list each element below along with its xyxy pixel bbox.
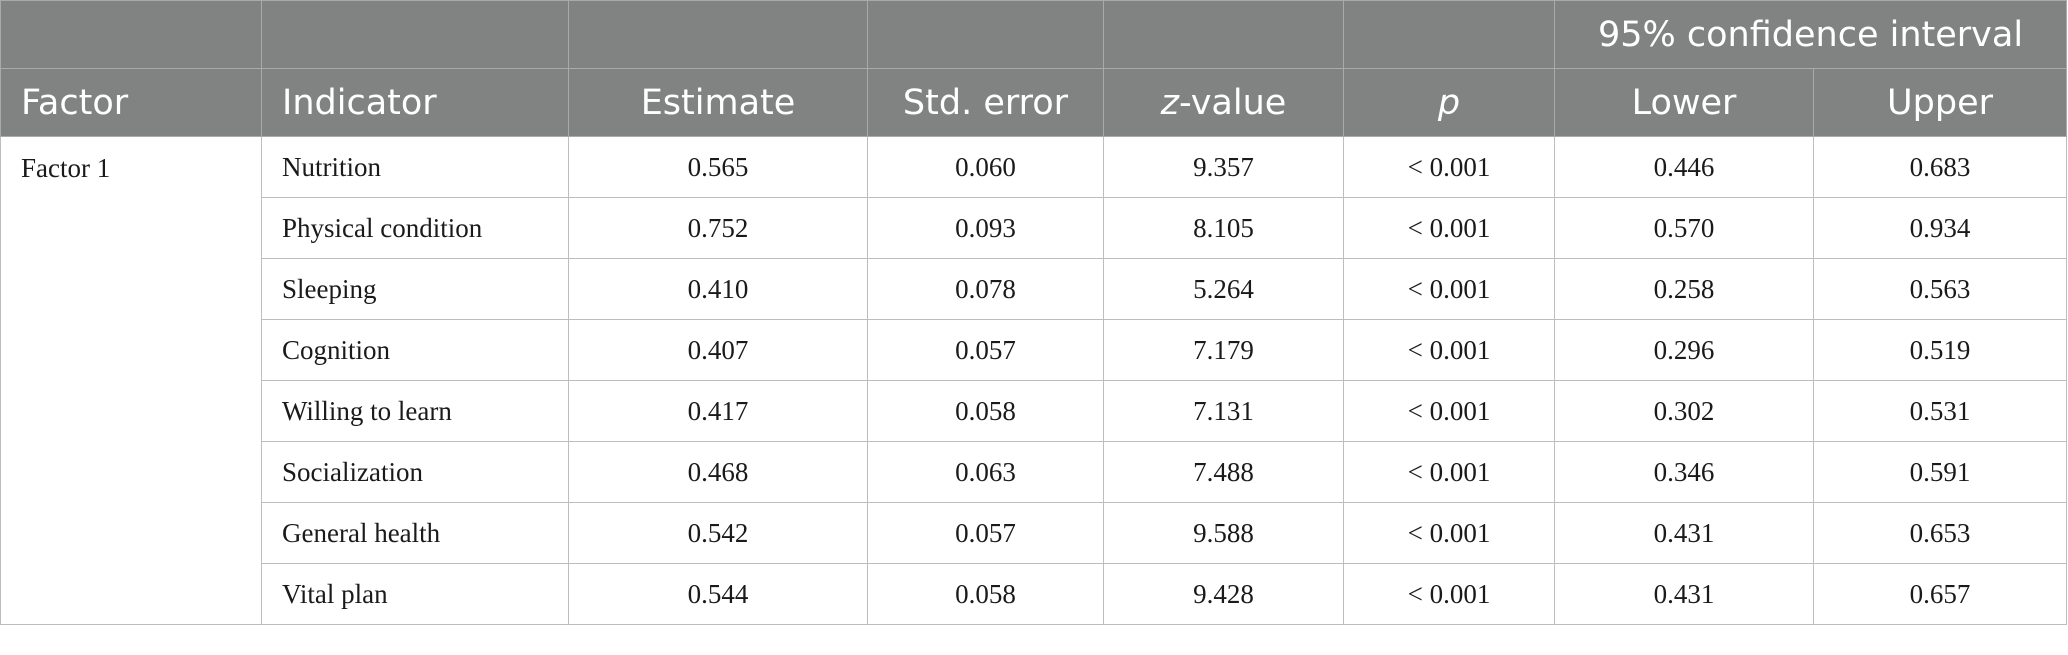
column-header-z-value: z-value [1103, 68, 1344, 137]
estimate-cell: 0.544 [568, 563, 868, 625]
table-body: Factor 1 Nutrition 0.565 0.060 9.357 < 0… [0, 136, 2068, 625]
lower-cell: 0.446 [1554, 136, 1814, 198]
std-error-cell: 0.078 [867, 258, 1104, 320]
upper-cell: 0.934 [1812, 197, 2068, 259]
p-cell: < 0.001 [1343, 319, 1555, 381]
table-row: General health 0.542 0.057 9.588 < 0.001… [1, 502, 2068, 564]
z-value-cell: 9.588 [1103, 502, 1344, 564]
z-value-suffix: -value [1179, 82, 1287, 123]
lower-cell: 0.346 [1554, 441, 1814, 503]
indicator-cell: General health [261, 502, 569, 564]
column-header-lower: Lower [1554, 68, 1814, 137]
z-value-cell: 8.105 [1103, 197, 1344, 259]
upper-cell: 0.519 [1812, 319, 2068, 381]
upper-cell: 0.683 [1812, 136, 2068, 198]
table-row: Factor 1 Nutrition 0.565 0.060 9.357 < 0… [0, 136, 2068, 625]
column-header-estimate: Estimate [568, 68, 868, 137]
upper-cell: 0.531 [1812, 380, 2068, 442]
p-symbol: p [1437, 82, 1461, 123]
indicator-cell: Sleeping [261, 258, 569, 320]
std-error-cell: 0.057 [867, 502, 1104, 564]
std-error-cell: 0.063 [867, 441, 1104, 503]
header-blank-cell [568, 0, 868, 69]
p-cell: < 0.001 [1343, 502, 1555, 564]
indicator-cell: Socialization [261, 441, 569, 503]
std-error-cell: 0.060 [867, 136, 1104, 198]
table-row: Sleeping 0.410 0.078 5.264 < 0.001 0.258… [1, 258, 2068, 320]
p-cell: < 0.001 [1343, 197, 1555, 259]
header-blank-cell [867, 0, 1104, 69]
header-blank-cell [261, 0, 569, 69]
lower-cell: 0.296 [1554, 319, 1814, 381]
indicator-cell: Nutrition [261, 136, 569, 198]
table-header: 95% confidence interval Factor Indicator… [0, 0, 2068, 137]
estimate-cell: 0.468 [568, 441, 868, 503]
estimate-cell: 0.565 [568, 136, 868, 198]
column-header-p: p [1343, 68, 1555, 137]
lower-cell: 0.431 [1554, 502, 1814, 564]
header-blank-cell [1103, 0, 1344, 69]
lower-cell: 0.431 [1554, 563, 1814, 625]
p-cell: < 0.001 [1343, 258, 1555, 320]
p-cell: < 0.001 [1343, 136, 1555, 198]
p-cell: < 0.001 [1343, 441, 1555, 503]
estimate-cell: 0.752 [568, 197, 868, 259]
upper-cell: 0.591 [1812, 441, 2068, 503]
z-value-cell: 5.264 [1103, 258, 1344, 320]
table-row: Physical condition 0.752 0.093 8.105 < 0… [1, 197, 2068, 259]
z-value-cell: 7.488 [1103, 441, 1344, 503]
z-value-cell: 9.428 [1103, 563, 1344, 625]
upper-cell: 0.563 [1812, 258, 2068, 320]
indicator-cell: Cognition [261, 319, 569, 381]
z-symbol: z [1160, 82, 1180, 123]
column-header-indicator: Indicator [261, 68, 569, 137]
table-row: Willing to learn 0.417 0.058 7.131 < 0.0… [1, 380, 2068, 442]
header-blank-cell [0, 0, 262, 69]
std-error-cell: 0.058 [867, 380, 1104, 442]
confidence-interval-header: 95% confidence interval [1553, 0, 2068, 69]
column-header-factor: Factor [0, 68, 262, 137]
header-group-row: 95% confidence interval [0, 0, 2068, 69]
indicator-cell: Vital plan [261, 563, 569, 625]
column-header-upper: Upper [1812, 68, 2068, 137]
z-value-cell: 7.131 [1103, 380, 1344, 442]
estimate-cell: 0.542 [568, 502, 868, 564]
column-header-std-error: Std. error [867, 68, 1104, 137]
estimate-cell: 0.407 [568, 319, 868, 381]
std-error-cell: 0.058 [867, 563, 1104, 625]
table-row: Vital plan 0.544 0.058 9.428 < 0.001 0.4… [1, 563, 2068, 625]
p-cell: < 0.001 [1343, 563, 1555, 625]
z-value-cell: 7.179 [1103, 319, 1344, 381]
lower-cell: 0.258 [1554, 258, 1814, 320]
upper-cell: 0.653 [1812, 502, 2068, 564]
lower-cell: 0.570 [1554, 197, 1814, 259]
upper-cell: 0.657 [1812, 563, 2068, 625]
std-error-cell: 0.093 [867, 197, 1104, 259]
indicator-cell: Physical condition [261, 197, 569, 259]
indicator-cell: Willing to learn [261, 380, 569, 442]
lower-cell: 0.302 [1554, 380, 1814, 442]
table-row: Socialization 0.468 0.063 7.488 < 0.001 … [1, 441, 2068, 503]
table-row: Cognition 0.407 0.057 7.179 < 0.001 0.29… [1, 319, 2068, 381]
z-value-cell: 9.357 [1103, 136, 1344, 198]
header-label-row: Factor Indicator Estimate Std. error z-v… [0, 68, 2068, 137]
factor-cell: Factor 1 [0, 136, 262, 625]
p-cell: < 0.001 [1343, 380, 1555, 442]
results-table: 95% confidence interval Factor Indicator… [0, 0, 2068, 625]
header-blank-cell [1343, 0, 1555, 69]
std-error-cell: 0.057 [867, 319, 1104, 381]
estimate-cell: 0.417 [568, 380, 868, 442]
estimate-cell: 0.410 [568, 258, 868, 320]
